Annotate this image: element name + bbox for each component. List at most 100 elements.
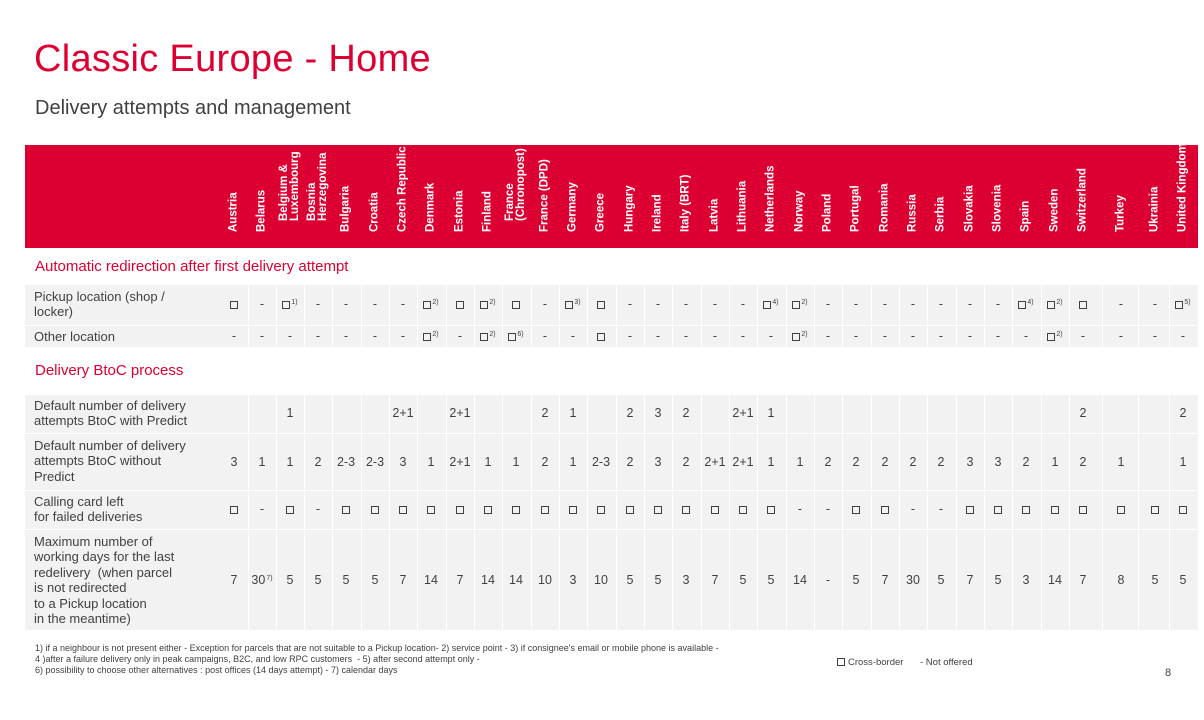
column-separator bbox=[842, 434, 843, 490]
cross-border-checkbox-icon bbox=[1051, 506, 1059, 514]
country-header: Denmark bbox=[417, 143, 445, 243]
column-separator bbox=[417, 491, 418, 529]
table-cell: 7 bbox=[456, 573, 464, 587]
column-separator bbox=[1069, 491, 1070, 529]
table-cell: - bbox=[259, 502, 265, 516]
column-separator bbox=[587, 326, 588, 347]
column-separator bbox=[644, 285, 645, 325]
cross-border-checkbox-icon bbox=[484, 506, 492, 514]
column-separator bbox=[276, 395, 277, 433]
table-cell bbox=[276, 502, 304, 516]
cross-border-checkbox-icon bbox=[711, 506, 719, 514]
table-cell: 2) bbox=[786, 329, 814, 343]
country-name: Hungary bbox=[623, 185, 636, 232]
column-separator bbox=[729, 530, 730, 630]
column-separator bbox=[1138, 434, 1139, 490]
column-separator bbox=[786, 395, 787, 433]
table-cell: 7 bbox=[399, 573, 407, 587]
table-cell: 10 bbox=[594, 573, 608, 587]
column-separator bbox=[1069, 434, 1070, 490]
footnotes: 1) if a neighbour is not present either … bbox=[35, 643, 719, 675]
column-separator bbox=[672, 491, 673, 529]
column-separator bbox=[1102, 434, 1103, 490]
column-separator bbox=[1012, 434, 1013, 490]
table-cell bbox=[1169, 502, 1197, 516]
column-separator bbox=[701, 285, 702, 325]
column-separator bbox=[304, 285, 305, 325]
table-cell: - bbox=[882, 329, 888, 343]
column-separator bbox=[1012, 326, 1013, 347]
table-row bbox=[25, 530, 1198, 630]
country-header: Bosnia Herzegovina bbox=[304, 143, 332, 243]
table-cell: - bbox=[627, 329, 633, 343]
country-header: Italy (BRT) bbox=[672, 143, 700, 243]
column-separator bbox=[361, 395, 362, 433]
column-separator bbox=[389, 326, 390, 347]
table-cell bbox=[446, 502, 474, 516]
table-cell: - bbox=[740, 297, 746, 311]
country-name: Greece bbox=[594, 192, 607, 232]
table-cell bbox=[1141, 502, 1169, 516]
column-separator bbox=[248, 530, 249, 630]
column-separator bbox=[276, 326, 277, 347]
table-cell: - bbox=[627, 297, 633, 311]
country-name: Slovakia bbox=[963, 185, 976, 232]
table-cell: - bbox=[1023, 329, 1029, 343]
section-heading: Automatic redirection after first delive… bbox=[35, 258, 349, 275]
country-header: Bulgaria bbox=[332, 143, 360, 243]
country-header: Slovenia bbox=[984, 143, 1012, 243]
table-cell: 5 bbox=[994, 573, 1002, 587]
column-separator bbox=[814, 434, 815, 490]
column-separator bbox=[531, 395, 532, 433]
column-separator bbox=[814, 326, 815, 347]
column-separator bbox=[871, 285, 872, 325]
row-label: Maximum number of working days for the l… bbox=[34, 534, 175, 627]
table-cell bbox=[1012, 502, 1040, 516]
column-separator bbox=[559, 530, 560, 630]
table-cell: 2 bbox=[824, 455, 832, 469]
column-separator bbox=[814, 285, 815, 325]
country-header: Belgium & Luxembourg bbox=[276, 143, 304, 243]
table-cell bbox=[531, 502, 559, 516]
column-separator bbox=[587, 491, 588, 529]
column-separator bbox=[814, 491, 815, 529]
country-header: France (DPD) bbox=[531, 143, 559, 243]
column-separator bbox=[616, 491, 617, 529]
column-separator bbox=[332, 530, 333, 630]
column-separator bbox=[984, 491, 985, 529]
table-cell: - bbox=[655, 329, 661, 343]
table-cell: - bbox=[372, 297, 378, 311]
column-separator bbox=[502, 326, 503, 347]
cross-border-checkbox-icon bbox=[1179, 506, 1187, 514]
table-cell: - bbox=[400, 297, 406, 311]
column-separator bbox=[474, 285, 475, 325]
cross-border-checkbox-icon bbox=[1047, 333, 1056, 341]
table-cell: - bbox=[655, 297, 661, 311]
footnote-ref: 2) bbox=[432, 299, 439, 306]
cross-border-checkbox-icon bbox=[480, 333, 489, 341]
column-separator bbox=[502, 285, 503, 325]
table-cell: - bbox=[825, 329, 831, 343]
country-name: Slovenia bbox=[991, 184, 1004, 232]
column-separator bbox=[899, 434, 900, 490]
column-separator bbox=[644, 395, 645, 433]
table-cell: - bbox=[400, 329, 406, 343]
cross-border-checkbox-icon bbox=[1018, 301, 1027, 309]
cross-border-checkbox-icon bbox=[541, 506, 549, 514]
table-cell: 2 bbox=[852, 455, 860, 469]
table-cell: - bbox=[315, 502, 321, 516]
column-separator bbox=[757, 395, 758, 433]
column-separator bbox=[1102, 395, 1103, 433]
column-separator bbox=[474, 434, 475, 490]
cross-border-checkbox-icon bbox=[480, 301, 489, 309]
column-separator bbox=[446, 285, 447, 325]
table-cell: - bbox=[683, 329, 689, 343]
table-cell: - bbox=[740, 329, 746, 343]
column-separator bbox=[1169, 395, 1170, 433]
table-cell bbox=[842, 502, 870, 516]
column-separator bbox=[757, 326, 758, 347]
country-name: Bosnia Herzegovina bbox=[306, 152, 329, 221]
cross-border-checkbox-icon bbox=[286, 506, 294, 514]
column-separator bbox=[729, 395, 730, 433]
column-separator bbox=[389, 434, 390, 490]
